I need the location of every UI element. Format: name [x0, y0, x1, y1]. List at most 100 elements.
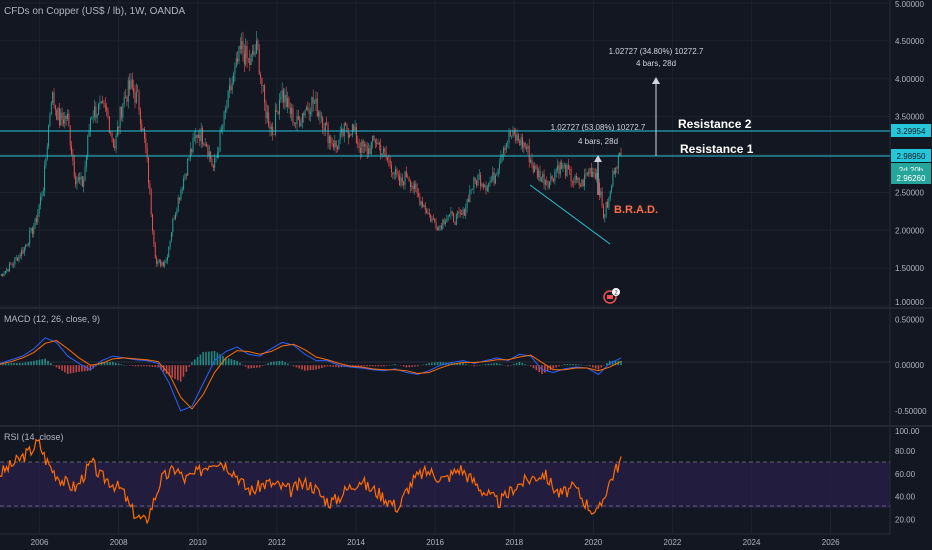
candle-body [431, 218, 433, 222]
macd-histogram-bar [476, 365, 478, 366]
macd-histogram-bar [21, 363, 24, 366]
macd-histogram-bar [481, 364, 484, 366]
macd-histogram-bar [436, 362, 439, 366]
time-axis[interactable]: 2006 2008 2010 2012 2014 2016 2018 2020 2022 2024… [31, 538, 840, 547]
candle-body [592, 172, 594, 177]
macd-histogram-bar [335, 365, 337, 368]
candle-body [509, 131, 511, 137]
candle-body [532, 164, 534, 172]
candle-body [254, 53, 256, 55]
candle-body [200, 128, 202, 142]
candle-body [515, 134, 517, 141]
candle-body [242, 41, 244, 54]
candle-body [46, 146, 48, 159]
candle-body [14, 258, 16, 265]
candle-body [619, 152, 621, 156]
candle-body [470, 189, 472, 191]
alert-badge[interactable]: 2 [603, 288, 620, 304]
candle-body [264, 85, 266, 103]
rsi-axis[interactable]: 100.00 80.00 60.00 40.00 20.00 [895, 427, 920, 525]
candle-body [426, 210, 428, 214]
candle-body [339, 132, 341, 140]
candle-body [303, 113, 305, 116]
candle-body [563, 164, 565, 166]
candle-body [420, 201, 422, 205]
rsi-title: RSI (14, close) [4, 432, 64, 442]
candle-body [355, 126, 357, 143]
macd-histogram-bar [267, 363, 269, 366]
macd-pane[interactable]: MACD (12, 26, close, 9) [0, 314, 890, 412]
candle-body [13, 264, 14, 265]
candle-body [223, 111, 225, 126]
candle-body [158, 260, 160, 261]
candle-body [465, 207, 467, 216]
candle-body [544, 180, 546, 185]
candle-body [351, 124, 353, 136]
macd-histogram-bar [329, 365, 332, 367]
candle-body [381, 153, 383, 156]
candle-body [33, 227, 35, 234]
candle-body [577, 177, 579, 180]
price-tag-last-text: 2.96260 [897, 174, 926, 183]
candle-body [152, 214, 154, 231]
candle-body [559, 162, 561, 174]
candle-body [284, 94, 286, 102]
rsi-pane[interactable]: RSI (14, close) [0, 432, 890, 525]
candle-body [455, 214, 457, 225]
price-axis-tick: 3.50000 [895, 113, 924, 122]
macd-histogram-bar [18, 363, 21, 366]
time-axis-tick: 2026 [822, 538, 840, 547]
candle-body [489, 180, 491, 183]
candle-body [486, 187, 488, 191]
candle-body [102, 101, 104, 103]
candle-body [507, 142, 509, 144]
candle-body [75, 176, 77, 185]
macd-histogram-bar [411, 365, 413, 367]
candle-body [534, 165, 536, 172]
candle-body [535, 165, 537, 169]
macd-histogram-bar [385, 365, 388, 366]
macd-histogram-bar [230, 359, 233, 366]
candle-body [121, 106, 122, 118]
candle-body [142, 129, 144, 131]
candle-body [278, 99, 280, 114]
candle-body [586, 172, 588, 176]
candle-body [497, 168, 499, 175]
candle-body [187, 158, 189, 176]
macd-histogram-bar [89, 365, 92, 371]
macd-histogram-bar [179, 365, 182, 382]
price-pane[interactable]: CFDs on Copper (US$ / lb), 1W, OANDA 1.0… [0, 6, 890, 304]
candle-body [469, 189, 471, 202]
candle-body [123, 96, 125, 104]
macd-histogram-bar [44, 358, 46, 366]
candle-body [276, 110, 278, 112]
candle-body [27, 243, 29, 246]
macd-histogram-bar [33, 360, 35, 366]
candle-body [361, 140, 363, 153]
macd-histogram-bar [456, 363, 459, 366]
macd-histogram-bar [278, 361, 281, 366]
candle-body [551, 175, 553, 180]
candle-body [382, 148, 384, 154]
macd-histogram-bar [287, 363, 289, 366]
macd-axis[interactable]: 0.50000 0.00000 -0.50000 [895, 316, 927, 416]
candle-body [281, 89, 283, 97]
candle-body [65, 115, 67, 120]
macd-histogram-bar [106, 361, 109, 366]
candle-body [131, 79, 133, 88]
macd-histogram-bar [134, 365, 137, 367]
macd-histogram-bar [425, 363, 428, 366]
candle-body [4, 270, 6, 274]
candle-body [293, 122, 295, 124]
candle-body [492, 172, 494, 180]
macd-histogram-bar [614, 360, 617, 366]
candle-body [45, 158, 47, 166]
trend-line-support[interactable] [529, 184, 611, 245]
candle-body [261, 77, 263, 86]
candle-body [536, 168, 538, 178]
macd-histogram-bar [591, 365, 594, 368]
candle-body [508, 131, 510, 143]
candle-body [196, 135, 198, 138]
candle-body [262, 85, 264, 87]
